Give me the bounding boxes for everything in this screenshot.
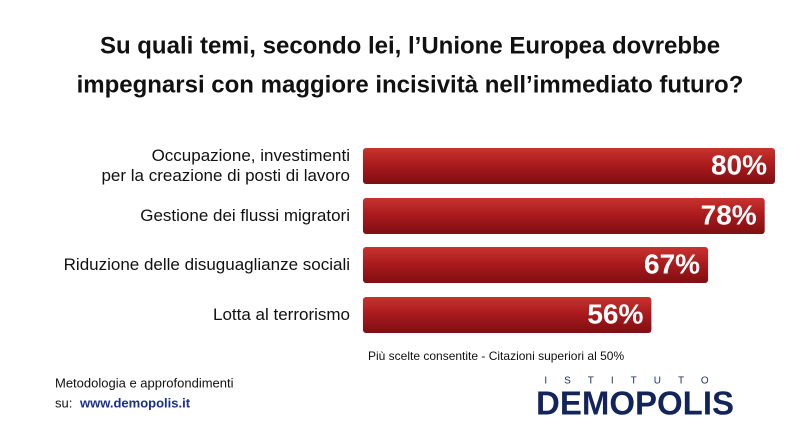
category-label: Riduzione delle disuguaglianze sociali [63, 255, 350, 274]
value-label: 80% [711, 149, 767, 180]
footer-text: Metodologia e approfondimenti [55, 375, 234, 390]
title-line: Su quali temi, secondo lei, l’Unione Eur… [100, 32, 720, 59]
footer-prefix: su: [55, 395, 72, 410]
bar [363, 297, 652, 333]
value-label: 67% [644, 248, 700, 279]
category-label: Gestione dei flussi migratori [140, 206, 350, 225]
logo-top: ISTITUTO [544, 376, 725, 387]
value-label: 78% [701, 199, 757, 230]
category-label: Occupazione, investimenti per la creazio… [101, 146, 350, 185]
category-label: Lotta al terrorismo [213, 305, 350, 324]
bar [363, 148, 775, 184]
footer-link: www.demopolis.it [79, 395, 191, 410]
value-label: 56% [587, 298, 643, 329]
bar [363, 198, 765, 234]
bar [363, 247, 709, 283]
title-line: impegnarsi con maggiore incisività nell’… [77, 71, 744, 98]
logo-name: DEMOPOLIS [536, 385, 734, 422]
note: Più scelte consentite - Citazioni superi… [368, 349, 624, 363]
